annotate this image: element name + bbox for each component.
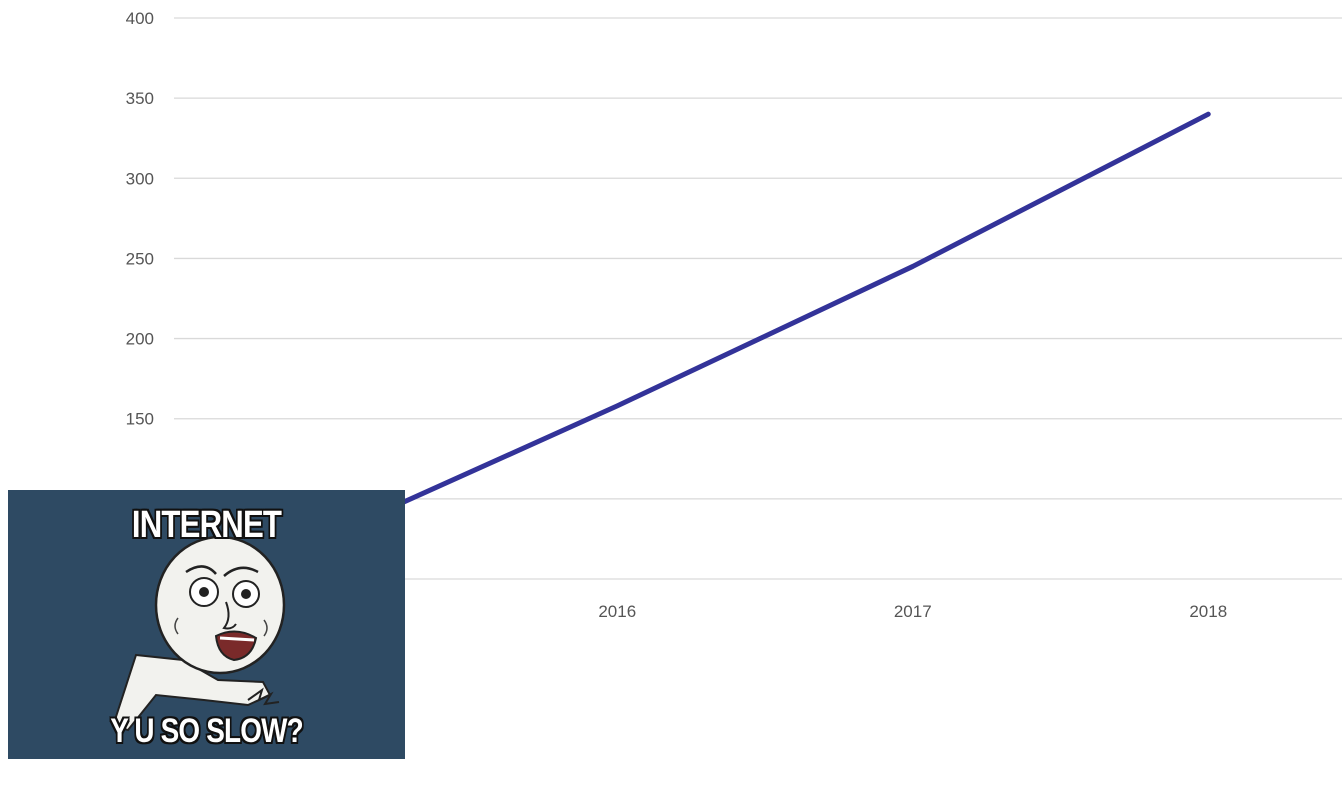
- y-u-no-face-illustration: [111, 535, 286, 732]
- x-tick-label: 2018: [1189, 602, 1227, 621]
- y-tick-label: 150: [126, 410, 154, 429]
- y-tick-label: 350: [126, 89, 154, 108]
- x-tick-label: 2017: [894, 602, 932, 621]
- y-tick-label: 400: [126, 9, 154, 28]
- meme-image: INTERNET Y U SO SLOW?: [8, 490, 405, 759]
- meme-top-text: INTERNET: [131, 504, 282, 546]
- series-line: [319, 111, 1211, 542]
- y-tick-label: 300: [126, 169, 154, 188]
- meme-bottom-text: Y U SO SLOW?: [110, 712, 303, 750]
- y-tick-label: 200: [126, 330, 154, 349]
- y-tick-label: 250: [126, 249, 154, 268]
- x-tick-label: 2016: [598, 602, 636, 621]
